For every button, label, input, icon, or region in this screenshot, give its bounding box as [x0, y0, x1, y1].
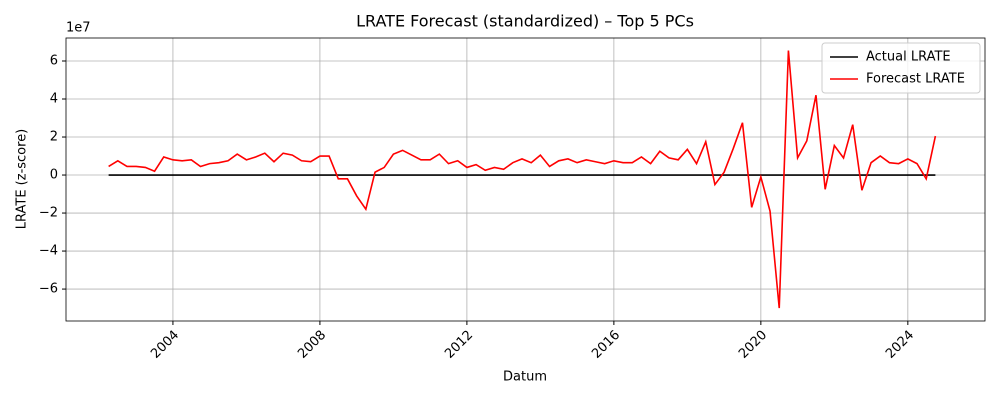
y-axis-label: LRATE (z-score): [15, 129, 30, 230]
y-tick-label: −6: [39, 282, 58, 297]
y-offset-label: 1e7: [66, 21, 91, 36]
plot-frame: [65, 37, 986, 322]
y-tick-label: −2: [39, 206, 58, 221]
y-tick-label: −4: [39, 244, 58, 259]
y-tick-label: 6: [50, 53, 58, 68]
chart-title: LRATE Forecast (standardized) – Top 5 PC…: [356, 12, 694, 31]
y-tick-label: 2: [50, 130, 58, 145]
x-axis-label: Datum: [503, 370, 547, 385]
legend-label: Forecast LRATE: [866, 72, 965, 87]
data-line: [108, 50, 937, 309]
y-tick-label: 0: [50, 168, 58, 183]
y-tick-label: 4: [50, 92, 58, 107]
legend-box: [821, 42, 981, 94]
legend-label: Actual LRATE: [866, 50, 951, 65]
